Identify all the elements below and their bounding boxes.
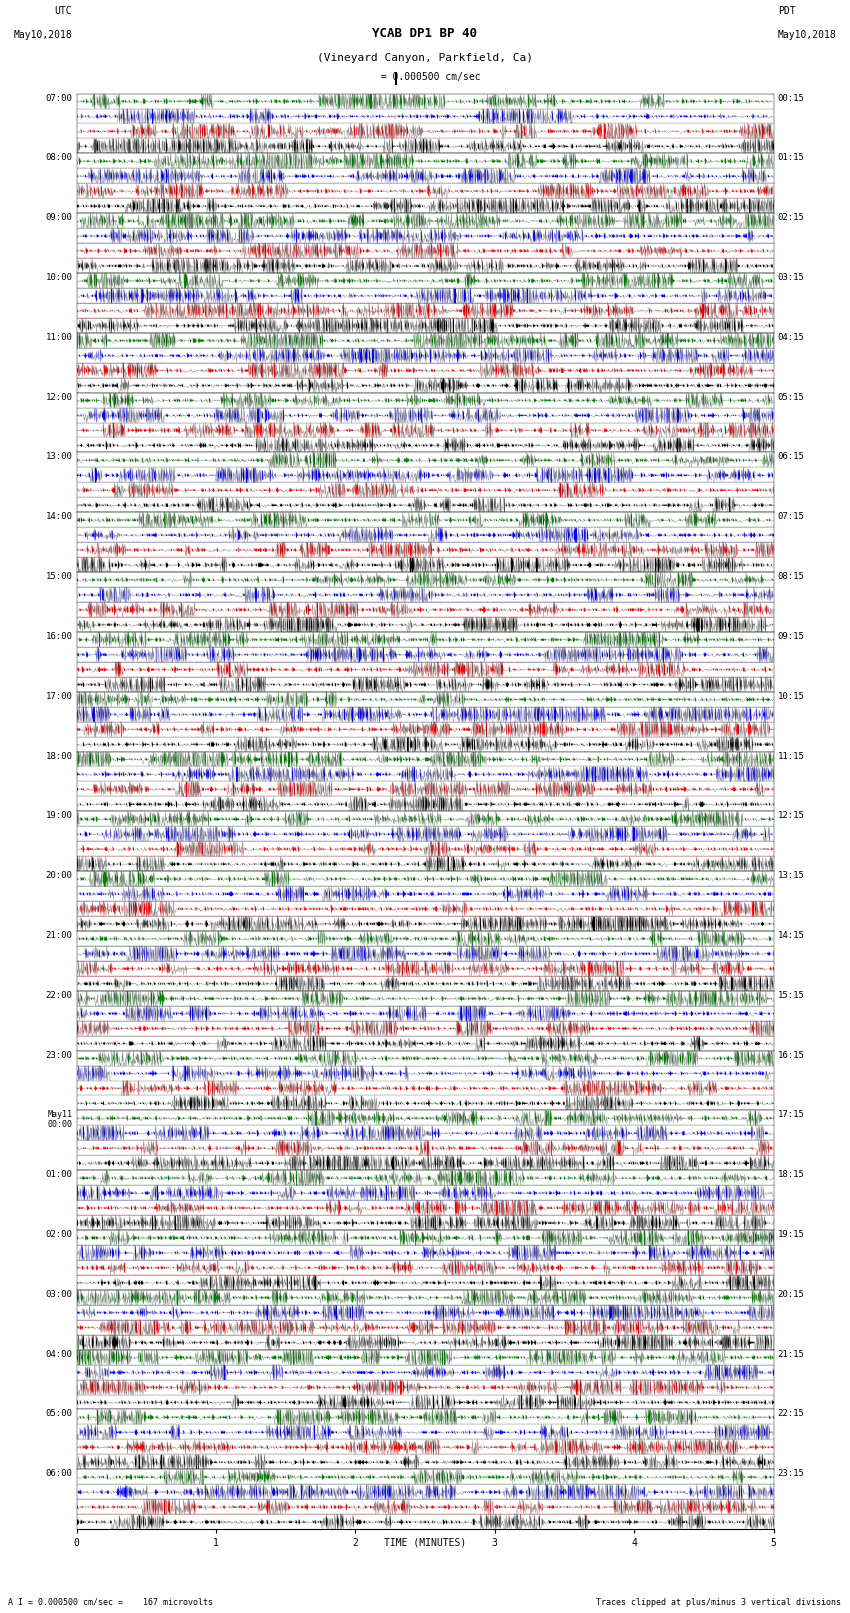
- Text: 16:00: 16:00: [45, 632, 72, 640]
- Text: 18:15: 18:15: [778, 1171, 805, 1179]
- Text: 05:00: 05:00: [45, 1410, 72, 1418]
- Text: 04:00: 04:00: [45, 1350, 72, 1358]
- Text: 09:00: 09:00: [45, 213, 72, 223]
- Text: 17:15: 17:15: [778, 1110, 805, 1119]
- Text: 10:00: 10:00: [45, 273, 72, 282]
- Text: 23:15: 23:15: [778, 1469, 805, 1478]
- Text: 07:00: 07:00: [45, 94, 72, 103]
- Text: UTC: UTC: [54, 6, 72, 16]
- Text: 19:15: 19:15: [778, 1231, 805, 1239]
- Text: 17:00: 17:00: [45, 692, 72, 700]
- Text: 12:00: 12:00: [45, 392, 72, 402]
- Text: 14:00: 14:00: [45, 513, 72, 521]
- Text: 12:15: 12:15: [778, 811, 805, 821]
- Text: 02:15: 02:15: [778, 213, 805, 223]
- Text: 20:00: 20:00: [45, 871, 72, 881]
- Text: 04:15: 04:15: [778, 332, 805, 342]
- Text: 18:00: 18:00: [45, 752, 72, 760]
- Text: 21:00: 21:00: [45, 931, 72, 940]
- Text: 00:15: 00:15: [778, 94, 805, 103]
- Text: 08:15: 08:15: [778, 573, 805, 581]
- Text: 22:00: 22:00: [45, 990, 72, 1000]
- Text: 23:00: 23:00: [45, 1050, 72, 1060]
- Text: 16:15: 16:15: [778, 1050, 805, 1060]
- Text: A I = 0.000500 cm/sec =    167 microvolts: A I = 0.000500 cm/sec = 167 microvolts: [8, 1597, 213, 1607]
- Text: 01:15: 01:15: [778, 153, 805, 163]
- Text: 06:15: 06:15: [778, 453, 805, 461]
- Text: 03:15: 03:15: [778, 273, 805, 282]
- Text: 06:00: 06:00: [45, 1469, 72, 1478]
- Text: 03:00: 03:00: [45, 1290, 72, 1298]
- Text: YCAB DP1 BP 40: YCAB DP1 BP 40: [372, 27, 478, 40]
- Text: 07:15: 07:15: [778, 513, 805, 521]
- Text: TIME (MINUTES): TIME (MINUTES): [384, 1537, 466, 1547]
- Text: 13:00: 13:00: [45, 453, 72, 461]
- Text: (Vineyard Canyon, Parkfield, Ca): (Vineyard Canyon, Parkfield, Ca): [317, 53, 533, 63]
- Text: 19:00: 19:00: [45, 811, 72, 821]
- Text: = 0.000500 cm/sec: = 0.000500 cm/sec: [369, 73, 481, 82]
- Text: Traces clipped at plus/minus 3 vertical divisions: Traces clipped at plus/minus 3 vertical …: [597, 1597, 842, 1607]
- Text: 11:00: 11:00: [45, 332, 72, 342]
- Text: 11:15: 11:15: [778, 752, 805, 760]
- Text: 09:15: 09:15: [778, 632, 805, 640]
- Text: 10:15: 10:15: [778, 692, 805, 700]
- Text: May10,2018: May10,2018: [778, 31, 836, 40]
- Text: PDT: PDT: [778, 6, 796, 16]
- Text: 08:00: 08:00: [45, 153, 72, 163]
- Text: 15:00: 15:00: [45, 573, 72, 581]
- Text: 22:15: 22:15: [778, 1410, 805, 1418]
- Text: 15:15: 15:15: [778, 990, 805, 1000]
- Text: 01:00: 01:00: [45, 1171, 72, 1179]
- Text: 14:15: 14:15: [778, 931, 805, 940]
- Text: 20:15: 20:15: [778, 1290, 805, 1298]
- Text: 02:00: 02:00: [45, 1231, 72, 1239]
- Text: May11
00:00: May11 00:00: [48, 1110, 72, 1129]
- Text: 21:15: 21:15: [778, 1350, 805, 1358]
- Text: 13:15: 13:15: [778, 871, 805, 881]
- Text: May10,2018: May10,2018: [14, 31, 72, 40]
- Text: 05:15: 05:15: [778, 392, 805, 402]
